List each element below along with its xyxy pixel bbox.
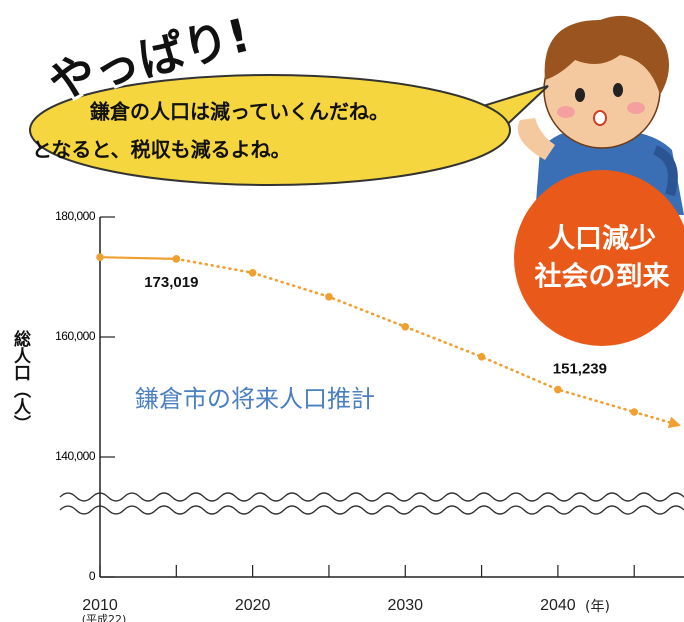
y-tick-label: 140,000	[55, 449, 96, 463]
badge	[514, 170, 684, 346]
point	[173, 255, 181, 263]
badge-line: 社会の到来	[535, 261, 670, 293]
point	[96, 253, 104, 261]
x-sublabel: (平成22)	[82, 613, 127, 622]
data-label: 173,019	[144, 274, 198, 291]
x-tick-label: 2010	[82, 597, 118, 614]
badge-line: 人口減少	[548, 224, 656, 255]
point	[554, 386, 562, 394]
page: やっぱり! 鎌倉の人口は減っていくんだね。 となると、税収も減るよね。 鎌倉市の…	[0, 0, 684, 622]
point	[630, 408, 638, 416]
x-unit-label: (年)	[585, 599, 610, 615]
y-tick-label: 180,000	[55, 209, 96, 223]
bubble-line: 鎌倉の人口は減っていくんだね。	[89, 100, 389, 124]
x-tick-label: 2020	[235, 597, 271, 614]
trend-continuation	[634, 412, 673, 423]
point	[325, 293, 333, 301]
trend-arrow	[668, 417, 681, 429]
axis-break	[60, 506, 684, 514]
y-tick-label: 0	[89, 569, 96, 583]
data-label: 151,239	[553, 361, 607, 378]
series-line	[100, 257, 176, 259]
point	[478, 353, 486, 361]
point	[249, 269, 257, 277]
point	[401, 323, 409, 331]
y-axis-label: 総人口（人）	[8, 330, 33, 432]
axis-break	[60, 493, 684, 501]
bubble-line: となると、税収も減るよね。	[32, 138, 291, 162]
x-tick-label: 2040	[540, 597, 576, 614]
x-tick-label: 2030	[387, 597, 423, 614]
illustration: やっぱり! 鎌倉の人口は減っていくんだね。 となると、税収も減るよね。 鎌倉市の…	[0, 0, 684, 622]
y-tick-label: 160,000	[55, 329, 96, 343]
chart-title: 鎌倉市の将来人口推計	[135, 385, 375, 413]
